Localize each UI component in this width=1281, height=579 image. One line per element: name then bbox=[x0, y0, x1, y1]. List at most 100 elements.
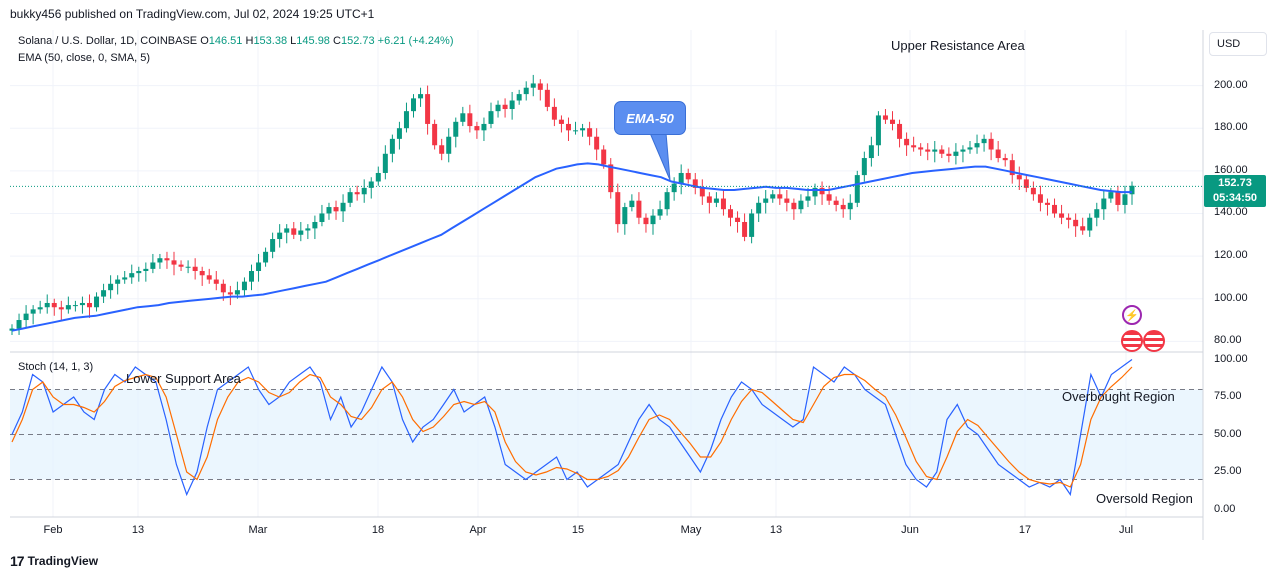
time-tick-label: 18 bbox=[371, 524, 385, 536]
us-flag-event-icon[interactable] bbox=[1121, 330, 1143, 352]
symbol-legend: Solana / U.S. Dollar, 1D, COINBASE O146.… bbox=[18, 35, 454, 47]
stoch-tick-label: 25.00 bbox=[1214, 465, 1242, 477]
candle-body bbox=[890, 119, 896, 124]
candle-body bbox=[1037, 194, 1043, 203]
candle-body bbox=[918, 147, 924, 150]
candlestick-series bbox=[9, 74, 1135, 335]
candle-body bbox=[932, 149, 938, 152]
price-tick-label: 120.00 bbox=[1214, 249, 1248, 262]
currency-button[interactable]: USD bbox=[1209, 32, 1267, 56]
symbol-name: Solana / U.S. Dollar, 1D, COINBASE bbox=[18, 35, 198, 47]
candle-body bbox=[608, 164, 614, 193]
candle-body bbox=[551, 106, 557, 120]
candle-body bbox=[1066, 217, 1072, 220]
candle-body bbox=[946, 153, 952, 156]
us-flag-event-icon-2[interactable] bbox=[1143, 330, 1165, 352]
candle-body bbox=[418, 94, 424, 99]
candle-body bbox=[805, 196, 811, 201]
stoch-tick-label: 50.00 bbox=[1214, 427, 1242, 440]
candle-body bbox=[150, 262, 156, 269]
publisher-header: bukky456 published on TradingView.com, J… bbox=[10, 7, 375, 21]
time-tick-label: 15 bbox=[571, 524, 585, 536]
candle-body bbox=[192, 266, 198, 272]
candle-body bbox=[136, 271, 142, 274]
candle-body bbox=[1016, 175, 1022, 180]
candle-body bbox=[460, 113, 466, 122]
lightning-icon[interactable]: ⚡ bbox=[1122, 305, 1142, 325]
stoch-tick-label: 0.00 bbox=[1214, 502, 1236, 515]
candle-body bbox=[678, 172, 684, 184]
candle-body bbox=[270, 239, 276, 252]
candle-body bbox=[1115, 192, 1121, 205]
candle-body bbox=[157, 258, 163, 263]
candle-body bbox=[720, 198, 726, 210]
candle-body bbox=[79, 302, 85, 306]
candle-body bbox=[537, 83, 543, 90]
ema-bubble-pointer bbox=[649, 132, 671, 181]
open-value: 146.51 bbox=[208, 35, 243, 47]
candle-body bbox=[277, 232, 283, 240]
candle-body bbox=[904, 138, 910, 146]
candle-body bbox=[868, 145, 874, 159]
candle-body bbox=[601, 149, 607, 165]
candle-body bbox=[812, 187, 818, 197]
candle-body bbox=[819, 187, 825, 195]
candle-body bbox=[171, 260, 177, 265]
candle-body bbox=[389, 138, 395, 154]
candle-body bbox=[319, 213, 325, 222]
candle-body bbox=[1052, 204, 1058, 214]
candle-body bbox=[396, 128, 402, 139]
candle-body bbox=[326, 207, 332, 214]
candle-body bbox=[143, 268, 149, 272]
candle-body bbox=[777, 194, 783, 199]
stoch-k-line bbox=[11, 359, 1133, 497]
candle-body bbox=[791, 202, 797, 210]
ema-50-line bbox=[11, 162, 1132, 332]
candle-body bbox=[291, 228, 297, 235]
candle-body bbox=[749, 213, 755, 237]
candle-body bbox=[657, 209, 663, 216]
candle-body bbox=[826, 194, 832, 201]
candle-body bbox=[234, 290, 240, 295]
candle-body bbox=[248, 271, 254, 282]
candle-body bbox=[875, 115, 881, 146]
time-tick-label: Apr bbox=[469, 524, 487, 536]
candle-body bbox=[1059, 213, 1065, 218]
candle-body bbox=[256, 262, 262, 272]
ema-legend[interactable]: EMA (50, close, 0, SMA, 5) bbox=[18, 52, 151, 64]
stoch-level-lines bbox=[10, 389, 1203, 480]
candle-body bbox=[650, 215, 656, 225]
candle-body bbox=[706, 196, 712, 203]
candle-body bbox=[622, 207, 628, 225]
candle-body bbox=[467, 113, 473, 127]
candle-body bbox=[953, 151, 959, 156]
candle-body bbox=[220, 283, 226, 293]
candle-body bbox=[474, 126, 480, 131]
price-tick-label: 160.00 bbox=[1214, 163, 1248, 176]
candle-body bbox=[685, 172, 691, 180]
stoch-legend[interactable]: Stoch (14, 1, 3) bbox=[18, 361, 94, 373]
candle-body bbox=[453, 121, 459, 137]
candle-body bbox=[565, 123, 571, 131]
candle-body bbox=[72, 305, 78, 307]
candle-body bbox=[509, 100, 515, 110]
upper-resistance-label: Upper Resistance Area bbox=[891, 38, 1025, 53]
candle-body bbox=[974, 143, 980, 148]
candle-body bbox=[1002, 158, 1008, 161]
candle-body bbox=[227, 292, 233, 295]
candle-body bbox=[854, 175, 860, 203]
tradingview-footer[interactable]: 17 TradingView bbox=[10, 553, 98, 569]
candle-body bbox=[502, 104, 508, 110]
candle-body bbox=[1080, 226, 1086, 231]
candle-body bbox=[94, 296, 100, 308]
candle-body bbox=[298, 230, 304, 235]
price-tick-label: 80.00 bbox=[1214, 334, 1242, 347]
candle-body bbox=[861, 158, 867, 176]
candle-body bbox=[784, 198, 790, 203]
candle-body bbox=[770, 194, 776, 199]
time-tick-label: Jul bbox=[1118, 524, 1134, 536]
candle-body bbox=[756, 202, 762, 214]
candle-body bbox=[643, 217, 649, 225]
candle-body bbox=[882, 115, 888, 120]
